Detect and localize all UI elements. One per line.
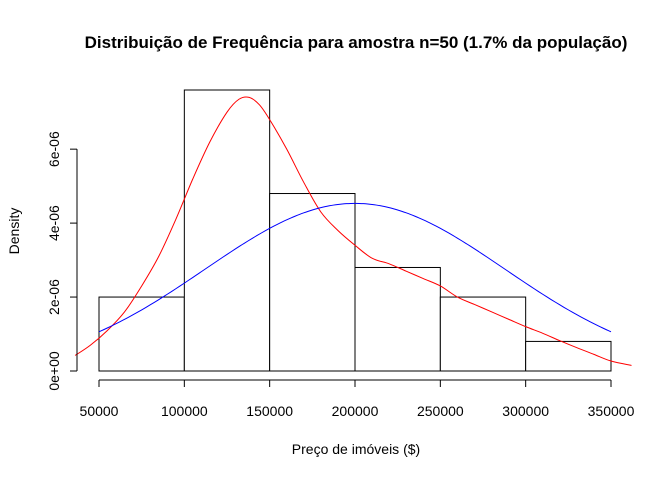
histogram-bar-1 bbox=[98, 296, 185, 372]
histogram-bars bbox=[98, 89, 612, 372]
density-curves bbox=[74, 96, 632, 366]
x-axis-label: Preço de imóveis ($) bbox=[292, 441, 420, 457]
x-tick-label: 100000 bbox=[161, 403, 208, 419]
chart-title: Distribuição de Frequência para amostra … bbox=[85, 33, 628, 52]
normal-curve bbox=[98, 202, 612, 333]
x-tick-label: 150000 bbox=[246, 403, 293, 419]
y-tick-label: 0e+00 bbox=[46, 351, 62, 391]
histogram-bar-4 bbox=[354, 266, 441, 372]
density-curve bbox=[74, 96, 632, 366]
x-tick-label: 200000 bbox=[332, 403, 379, 419]
histogram-bar-5 bbox=[439, 296, 527, 372]
y-tick-label: 2e-06 bbox=[46, 279, 62, 315]
x-tick-label: 50000 bbox=[80, 403, 119, 419]
y-axis: 0e+00 2e-06 4e-06 6e-06 bbox=[46, 131, 78, 391]
y-tick-label: 6e-06 bbox=[46, 131, 62, 167]
histogram-bar-3 bbox=[269, 193, 356, 372]
x-tick-label: 300000 bbox=[502, 403, 549, 419]
histogram-bar-6 bbox=[525, 340, 612, 372]
y-tick-label: 4e-06 bbox=[46, 205, 62, 241]
y-axis-label: Density bbox=[6, 208, 22, 255]
x-tick-label: 350000 bbox=[588, 403, 635, 419]
x-tick-label: 250000 bbox=[417, 403, 464, 419]
x-axis: 50000 100000 150000 200000 250000 300000 35000… bbox=[80, 379, 635, 419]
histogram-bar-2 bbox=[183, 89, 271, 372]
